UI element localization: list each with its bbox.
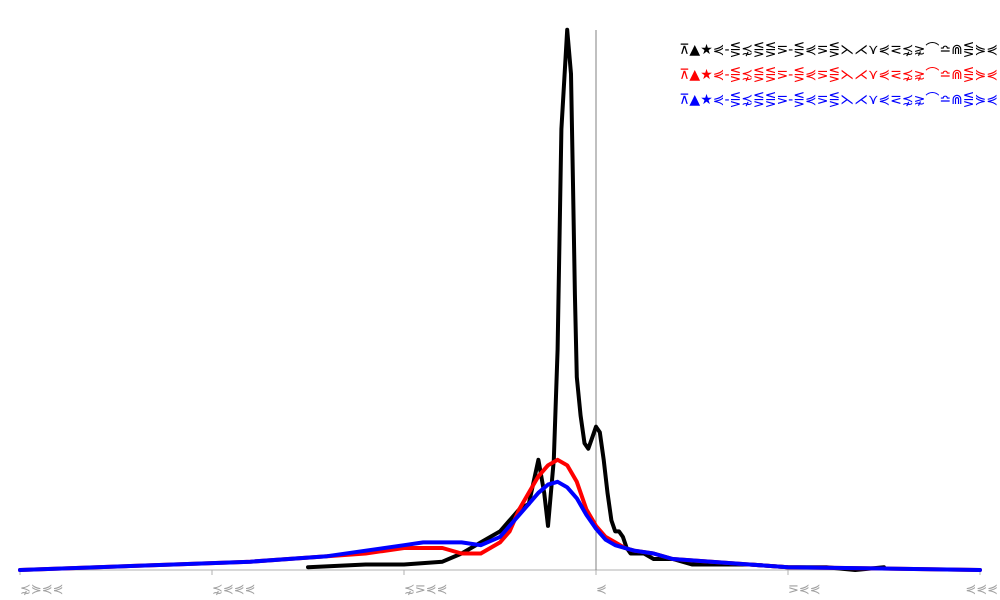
series-line-1 (18, 457, 982, 572)
legend-entry-2: ⊼▲★⋞-⋚⋨⋚⋚⋝-⋚⋞⋝⋚⋋⋌⋎⋞⋜⋨⋧⌒≏⋒⋚⋟⋞ (679, 92, 998, 108)
x-tick-label: ⋨⋟⋞⋞ (20, 582, 64, 597)
series-line-2 (18, 479, 982, 572)
x-tick-label: ⋞⋞⋞ (965, 582, 998, 597)
series-layer (18, 27, 982, 572)
x-tick-label: ⋨⋞⋞⋞ (212, 582, 256, 597)
axes (19, 30, 981, 575)
x-tick-label: ⋝⋞⋞ (788, 582, 821, 597)
x-tick-label: ⋨⋝⋞⋞ (404, 582, 448, 597)
x-tick-labels: ⋨⋟⋞⋞ ⋨⋞⋞⋞ ⋨⋝⋞⋞ ⋞ ⋝⋞⋞ ⋞⋞⋞ (20, 582, 998, 597)
legend: ⊼▲★⋞-⋚⋨⋚⋚⋝-⋚⋞⋝⋚⋋⋌⋎⋞⋜⋨⋧⌒≏⋒⋚⋟⋞ ⊼▲★⋞-⋚⋨⋚⋚⋝-⋚… (679, 42, 998, 108)
x-tick-label: ⋞ (596, 582, 607, 597)
legend-entry-0: ⊼▲★⋞-⋚⋨⋚⋚⋝-⋚⋞⋝⋚⋋⋌⋎⋞⋜⋨⋧⌒≏⋒⋚⋟⋞ (679, 42, 998, 58)
legend-entry-1: ⊼▲★⋞-⋚⋨⋚⋚⋝-⋚⋞⋝⋚⋋⋌⋎⋞⋜⋨⋧⌒≏⋒⋚⋟⋞ (679, 67, 998, 83)
